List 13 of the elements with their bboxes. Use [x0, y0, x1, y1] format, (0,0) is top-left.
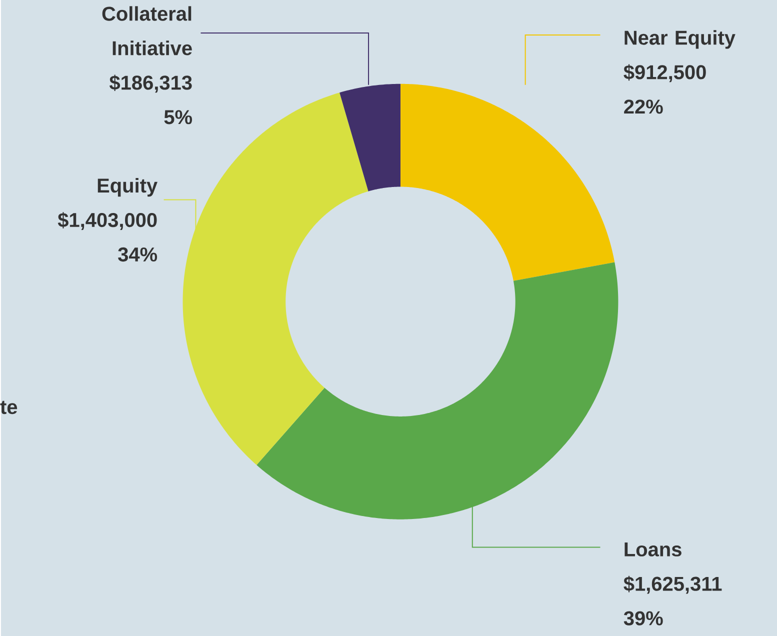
slice-label: Equity: [98, 178, 158, 196]
data-label: $1,625,311: [624, 576, 722, 594]
data-label: $186,313: [109, 74, 192, 93]
slice-label: Near Equity: [624, 30, 736, 49]
data-label: $1,403,000: [58, 212, 157, 230]
slice-label: Collateral Initiative: [102, 6, 192, 56]
text: te: [0, 400, 18, 414]
slice-label: Loans: [624, 542, 682, 556]
text: 39%: [624, 611, 663, 626]
text: 5%: [164, 110, 192, 124]
text: 22%: [624, 100, 663, 114]
data-label: $912,500: [624, 64, 706, 82]
text: 34%: [118, 247, 158, 262]
